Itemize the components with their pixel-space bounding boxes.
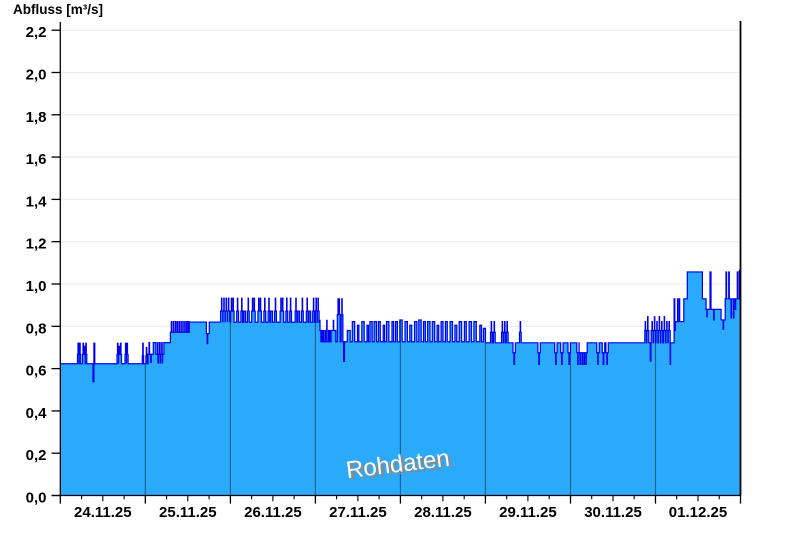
svg-text:28.11.25: 28.11.25 (414, 504, 472, 521)
svg-text:26.11.25: 26.11.25 (244, 504, 302, 521)
svg-text:0,8: 0,8 (26, 320, 47, 337)
svg-text:0,6: 0,6 (26, 363, 47, 380)
svg-text:Abfluss [m³/s]: Abfluss [m³/s] (13, 2, 103, 17)
svg-text:24.11.25: 24.11.25 (74, 504, 132, 521)
svg-text:2,2: 2,2 (26, 24, 47, 41)
svg-text:0,2: 0,2 (26, 447, 47, 464)
svg-text:1,4: 1,4 (26, 193, 48, 210)
svg-text:25.11.25: 25.11.25 (159, 504, 217, 521)
svg-text:0,4: 0,4 (26, 405, 48, 422)
svg-text:1,0: 1,0 (26, 278, 47, 295)
svg-text:1,6: 1,6 (26, 151, 47, 168)
svg-text:1,2: 1,2 (26, 236, 47, 253)
svg-text:29.11.25: 29.11.25 (499, 504, 557, 521)
svg-text:01.12.25: 01.12.25 (669, 504, 727, 521)
svg-text:30.11.25: 30.11.25 (584, 504, 642, 521)
svg-text:27.11.25: 27.11.25 (329, 504, 387, 521)
svg-text:1,8: 1,8 (26, 109, 47, 126)
svg-text:0,0: 0,0 (26, 490, 47, 507)
svg-text:2,0: 2,0 (26, 67, 47, 84)
